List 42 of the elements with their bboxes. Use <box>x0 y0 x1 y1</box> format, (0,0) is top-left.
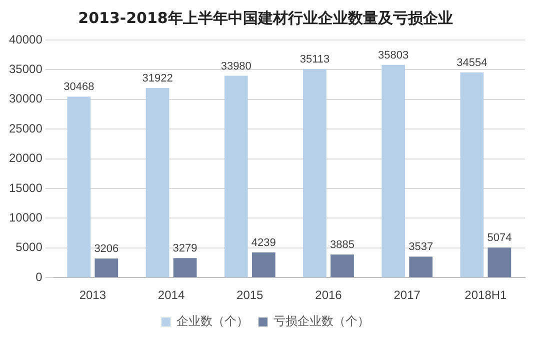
y-tick-label: 25000 <box>8 121 43 136</box>
bar <box>460 72 484 278</box>
bar <box>382 64 406 278</box>
y-tick-label: 40000 <box>8 32 43 46</box>
data-label: 3279 <box>172 242 198 255</box>
y-tick-label: 20000 <box>8 151 43 166</box>
bar <box>330 254 354 278</box>
y-tick-label: 5000 <box>16 240 43 254</box>
legend-label: 企业数（个） <box>176 314 248 328</box>
x-tick-label: 2016 <box>315 288 342 302</box>
x-tick-label: 2015 <box>236 288 264 302</box>
y-tick-label: 35000 <box>8 62 43 76</box>
y-tick-label: 0 <box>36 270 43 284</box>
bar <box>67 96 91 278</box>
data-label: 31922 <box>142 72 173 85</box>
x-tick-label: 2018H1 <box>464 288 508 302</box>
x-tick-label: 2014 <box>158 288 185 302</box>
bar <box>146 88 170 278</box>
data-label: 33980 <box>220 60 252 72</box>
data-label: 4239 <box>251 236 276 249</box>
bar <box>488 247 512 278</box>
data-label: 35803 <box>378 49 409 62</box>
data-label: 30468 <box>64 81 94 94</box>
data-label: 3537 <box>408 241 434 254</box>
data-label: 3206 <box>94 243 119 256</box>
bar <box>409 256 433 278</box>
bar <box>224 76 248 278</box>
data-label: 5074 <box>487 232 512 244</box>
chart-title: 2013-2018年上半年中国建材行业企业数量及亏损企业 <box>78 8 453 27</box>
y-tick-label: 15000 <box>8 180 43 195</box>
bar <box>173 258 197 278</box>
bar <box>94 258 118 278</box>
data-label: 3885 <box>330 239 354 252</box>
y-tick-label: 30000 <box>8 92 43 106</box>
data-label: 35113 <box>300 54 330 66</box>
x-tick-label: 2017 <box>394 288 421 302</box>
bar <box>303 69 326 278</box>
x-tick-label: 2013 <box>79 288 106 302</box>
data-label: 34554 <box>456 56 488 69</box>
bar <box>252 252 276 278</box>
y-tick-label: 10000 <box>8 210 43 225</box>
legend-label: 亏损企业数（个） <box>274 314 370 328</box>
